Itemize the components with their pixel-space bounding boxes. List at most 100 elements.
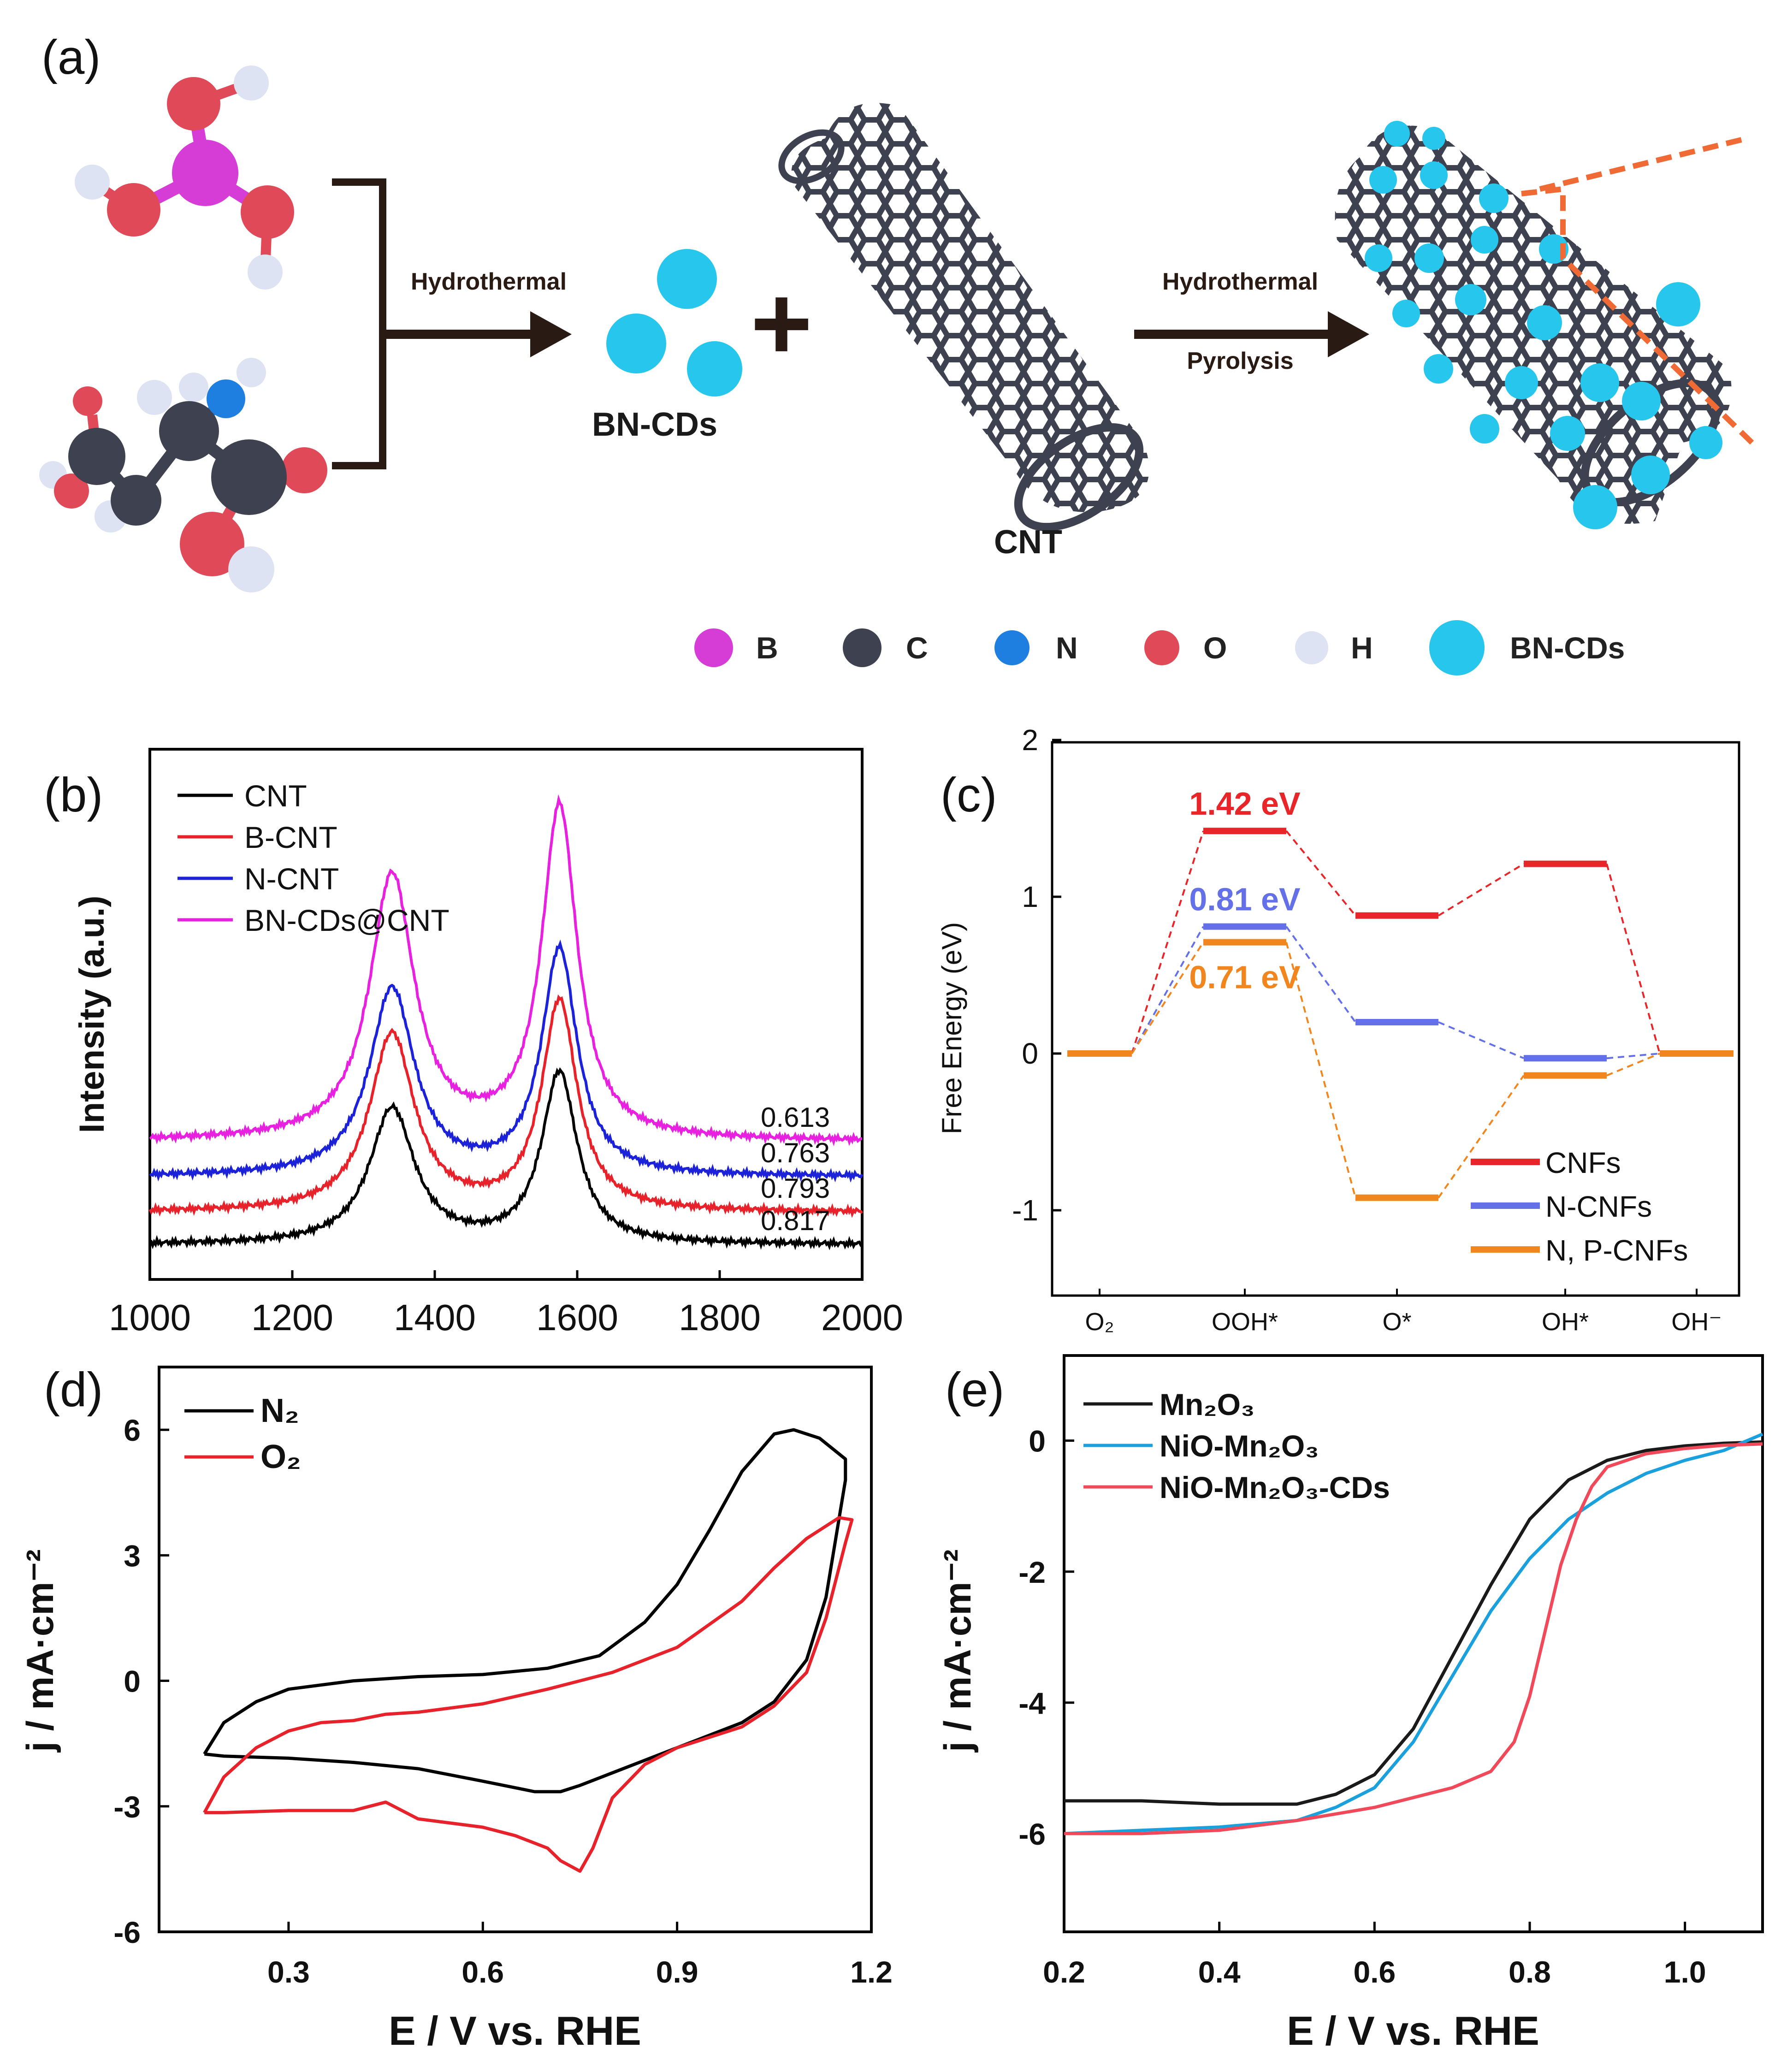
x-tick-label: 0.9 [656, 1955, 698, 1989]
panel-c-plot-frame [1051, 741, 1740, 1297]
oxygen-atom [73, 386, 102, 416]
legend-label: NiO-Mn₂O₃ [1160, 1429, 1319, 1463]
panel-a-schematic: (a) [39, 30, 1754, 675]
step2-line1-label: Hydrothermal [1162, 268, 1318, 295]
series-line [203, 1428, 847, 1794]
hydrogen-atom [234, 65, 269, 101]
x-tick-label: 0.4 [1198, 1955, 1241, 1989]
energy-connector [1606, 864, 1661, 1054]
hydrothermal-label: Hydrothermal [411, 268, 567, 295]
legend-label: Mn₂O₃ [1160, 1387, 1254, 1421]
panel-c-free-energy-chart: (c) Free Energy (eV) -1 0 1 2 O₂ OOH* O* OH* OH… [936, 723, 1740, 1336]
bn-cd-dot [687, 341, 742, 397]
x-tick-label: 1600 [536, 1297, 618, 1338]
id-ig-ratio-label: 0.817 [761, 1205, 830, 1236]
bn-cd-dot [606, 314, 666, 373]
energy-connector [1438, 863, 1525, 917]
hydrogen-atom [75, 165, 110, 200]
oxygen-atom [281, 447, 327, 493]
x-tick-label: OH* [1542, 1308, 1589, 1336]
x-tick-label: 1.0 [1664, 1955, 1706, 1989]
x-tick-label: 0.2 [1043, 1955, 1085, 1989]
x-tick-label: O₂ [1085, 1308, 1114, 1336]
panel-e-label: (e) [945, 1363, 1004, 1417]
legend-label: B-CNT [244, 820, 337, 854]
panel-c-y-ticks: -1 0 1 2 [1012, 723, 1061, 1227]
panel-c-series [1067, 828, 1734, 1201]
hydrothermal-arrowhead [530, 311, 572, 357]
reactant-bracket [332, 178, 386, 469]
amino-acid-molecule [39, 358, 327, 592]
energy-connector [1438, 1075, 1525, 1198]
panel-b-label: (b) [44, 768, 103, 822]
zoom-cut-line [1521, 186, 1754, 445]
x-tick-label: 1000 [109, 1297, 191, 1338]
hydrogen-atom [248, 255, 283, 290]
carbon-atom [211, 439, 287, 515]
panel-e-lsv-chart: (e) j / mA·cm⁻² E / V vs. RHE -6 -4 -2 0 0.… [937, 1354, 1764, 2054]
legend-label-h: H [1351, 631, 1373, 665]
x-tick-label: 0.8 [1509, 1955, 1551, 1989]
x-tick-label: O* [1382, 1308, 1411, 1336]
legend-label: O₂ [260, 1439, 301, 1475]
panel-c-y-axis-label: Free Energy (eV) [936, 922, 967, 1134]
y-tick-label: 0 [1029, 1424, 1046, 1458]
y-tick-label: 2 [1022, 723, 1038, 757]
x-tick-label: 1.2 [850, 1955, 893, 1989]
energy-connector [1438, 1021, 1524, 1060]
hydrogen-atom [228, 546, 274, 592]
legend-label: N-CNT [244, 862, 339, 896]
panel-b-raman-chart: (b) Intensity (a.u.) 1000 1200 1400 1600 180… [44, 748, 903, 1338]
step2-line2-label: Pyrolysis [1187, 348, 1293, 374]
panel-d-cv-chart: (d) j / mA·cm⁻² E / V vs. RHE -6 -3 0 3 6 0.… [19, 1363, 893, 2054]
panel-d-label: (d) [44, 1363, 103, 1417]
panel-c-label: (c) [941, 768, 997, 822]
nitrogen-atom [207, 379, 245, 418]
panel-d-series [203, 1428, 854, 1873]
legend-swatch-n [994, 630, 1030, 665]
panel-b-series [148, 794, 864, 1250]
y-tick-label: 3 [124, 1539, 141, 1573]
panel-e-y-ticks: -6 -4 -2 0 [1018, 1424, 1074, 1851]
plus-sign: + [751, 264, 812, 382]
hydrogen-atom [137, 380, 172, 415]
oxygen-atom [241, 185, 294, 239]
legend-label-bncds: BN-CDs [1510, 631, 1625, 665]
y-tick-label: 0 [1022, 1037, 1038, 1070]
legend-label: N, P-CNFs [1545, 1234, 1688, 1267]
y-tick-label: -3 [113, 1790, 141, 1824]
series-line [1064, 1433, 1763, 1835]
panel-d-legend: N₂ O₂ [184, 1392, 301, 1475]
legend-label-c: C [906, 631, 928, 665]
id-ig-ratio-label: 0.763 [761, 1137, 830, 1168]
y-tick-label: -6 [113, 1915, 141, 1949]
boric-acid-molecule [75, 65, 294, 290]
legend-swatch-o [1144, 630, 1179, 665]
y-tick-label: 0 [124, 1664, 141, 1699]
x-tick-label: 1200 [251, 1297, 333, 1338]
legend-label: NiO-Mn₂O₃-CDs [1160, 1470, 1390, 1504]
panel-c-legend: CNFs N-CNFs N, P-CNFs [1471, 1146, 1688, 1267]
panel-d-plot-frame [158, 1366, 873, 1933]
legend-label: CNFs [1545, 1146, 1621, 1179]
panel-d-x-ticks: 0.3 0.6 0.9 1.2 [267, 1922, 893, 1989]
panel-e-plot-frame [1063, 1354, 1764, 1933]
bn-cds-at-cnt [1335, 121, 1754, 529]
panel-b-legend: CNT B-CNT N-CNT BN-CDs@CNT [178, 779, 450, 937]
legend-label-b: B [756, 631, 778, 665]
oxygen-atom [180, 512, 244, 576]
x-tick-label: OOH* [1212, 1308, 1278, 1336]
energy-connector [1285, 926, 1356, 1023]
energy-connector [1131, 926, 1204, 1054]
oxygen-atom [54, 474, 89, 509]
y-tick-label: -6 [1018, 1817, 1046, 1851]
raman-series-line [149, 939, 864, 1183]
legend-label: N₂ [260, 1392, 299, 1429]
barrier-annotation: 0.71 eV [1189, 959, 1301, 995]
panel-e-legend: Mn₂O₃ NiO-Mn₂O₃ NiO-Mn₂O₃-CDs [1083, 1387, 1390, 1504]
bn-cd-dot [657, 249, 717, 309]
carbon-atom [68, 428, 125, 485]
pyrolysis-arrowhead [1328, 311, 1369, 357]
x-tick-label: 0.3 [267, 1955, 310, 1989]
